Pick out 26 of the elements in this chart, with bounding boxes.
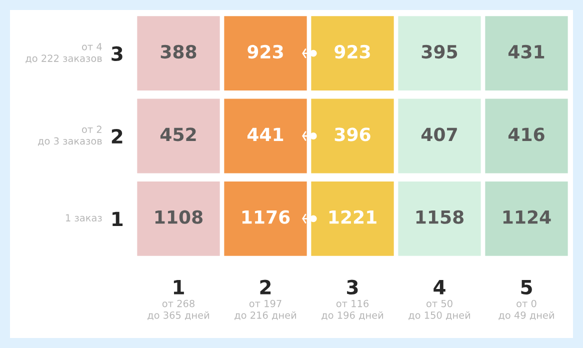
y2-tick-label: 1 заказ <box>66 214 102 222</box>
y2-tick-label: от 4 до 222 заказов <box>26 43 102 64</box>
data-label: 441 <box>247 128 284 141</box>
data-label: 1108 <box>155 210 203 224</box>
data-label: 396 <box>334 128 370 142</box>
y-tick-label: 3 <box>112 46 122 61</box>
y-tick-label: 2 <box>112 128 122 144</box>
data-label: 1176 <box>242 210 290 224</box>
category-label: 1 от 268 до 365 дней <box>148 280 210 320</box>
category-label: 2 от 197 до 216 дней <box>234 280 296 320</box>
data-label: 923 <box>248 44 283 59</box>
data-label: 1221 <box>329 210 376 224</box>
y-tick-label: 1 <box>112 212 123 226</box>
data-label: 388 <box>160 44 196 59</box>
data-label: 431 <box>508 44 544 59</box>
category-label: 4 от 50 до 150 дней <box>408 280 470 320</box>
category-label: 3 от 116 до 196 дней <box>322 280 384 320</box>
data-label: 416 <box>508 128 544 142</box>
data-label: 407 <box>421 128 457 142</box>
data-label: 1158 <box>416 210 464 224</box>
data-label: 1124 <box>503 210 551 224</box>
data-label: 923 <box>334 44 370 59</box>
data-label: 452 <box>160 128 196 142</box>
category-label: 5 от 0 до 49 дней <box>498 280 554 320</box>
data-label: 395 <box>422 44 458 59</box>
y2-tick-label: от 2 до 3 заказов <box>38 126 102 146</box>
